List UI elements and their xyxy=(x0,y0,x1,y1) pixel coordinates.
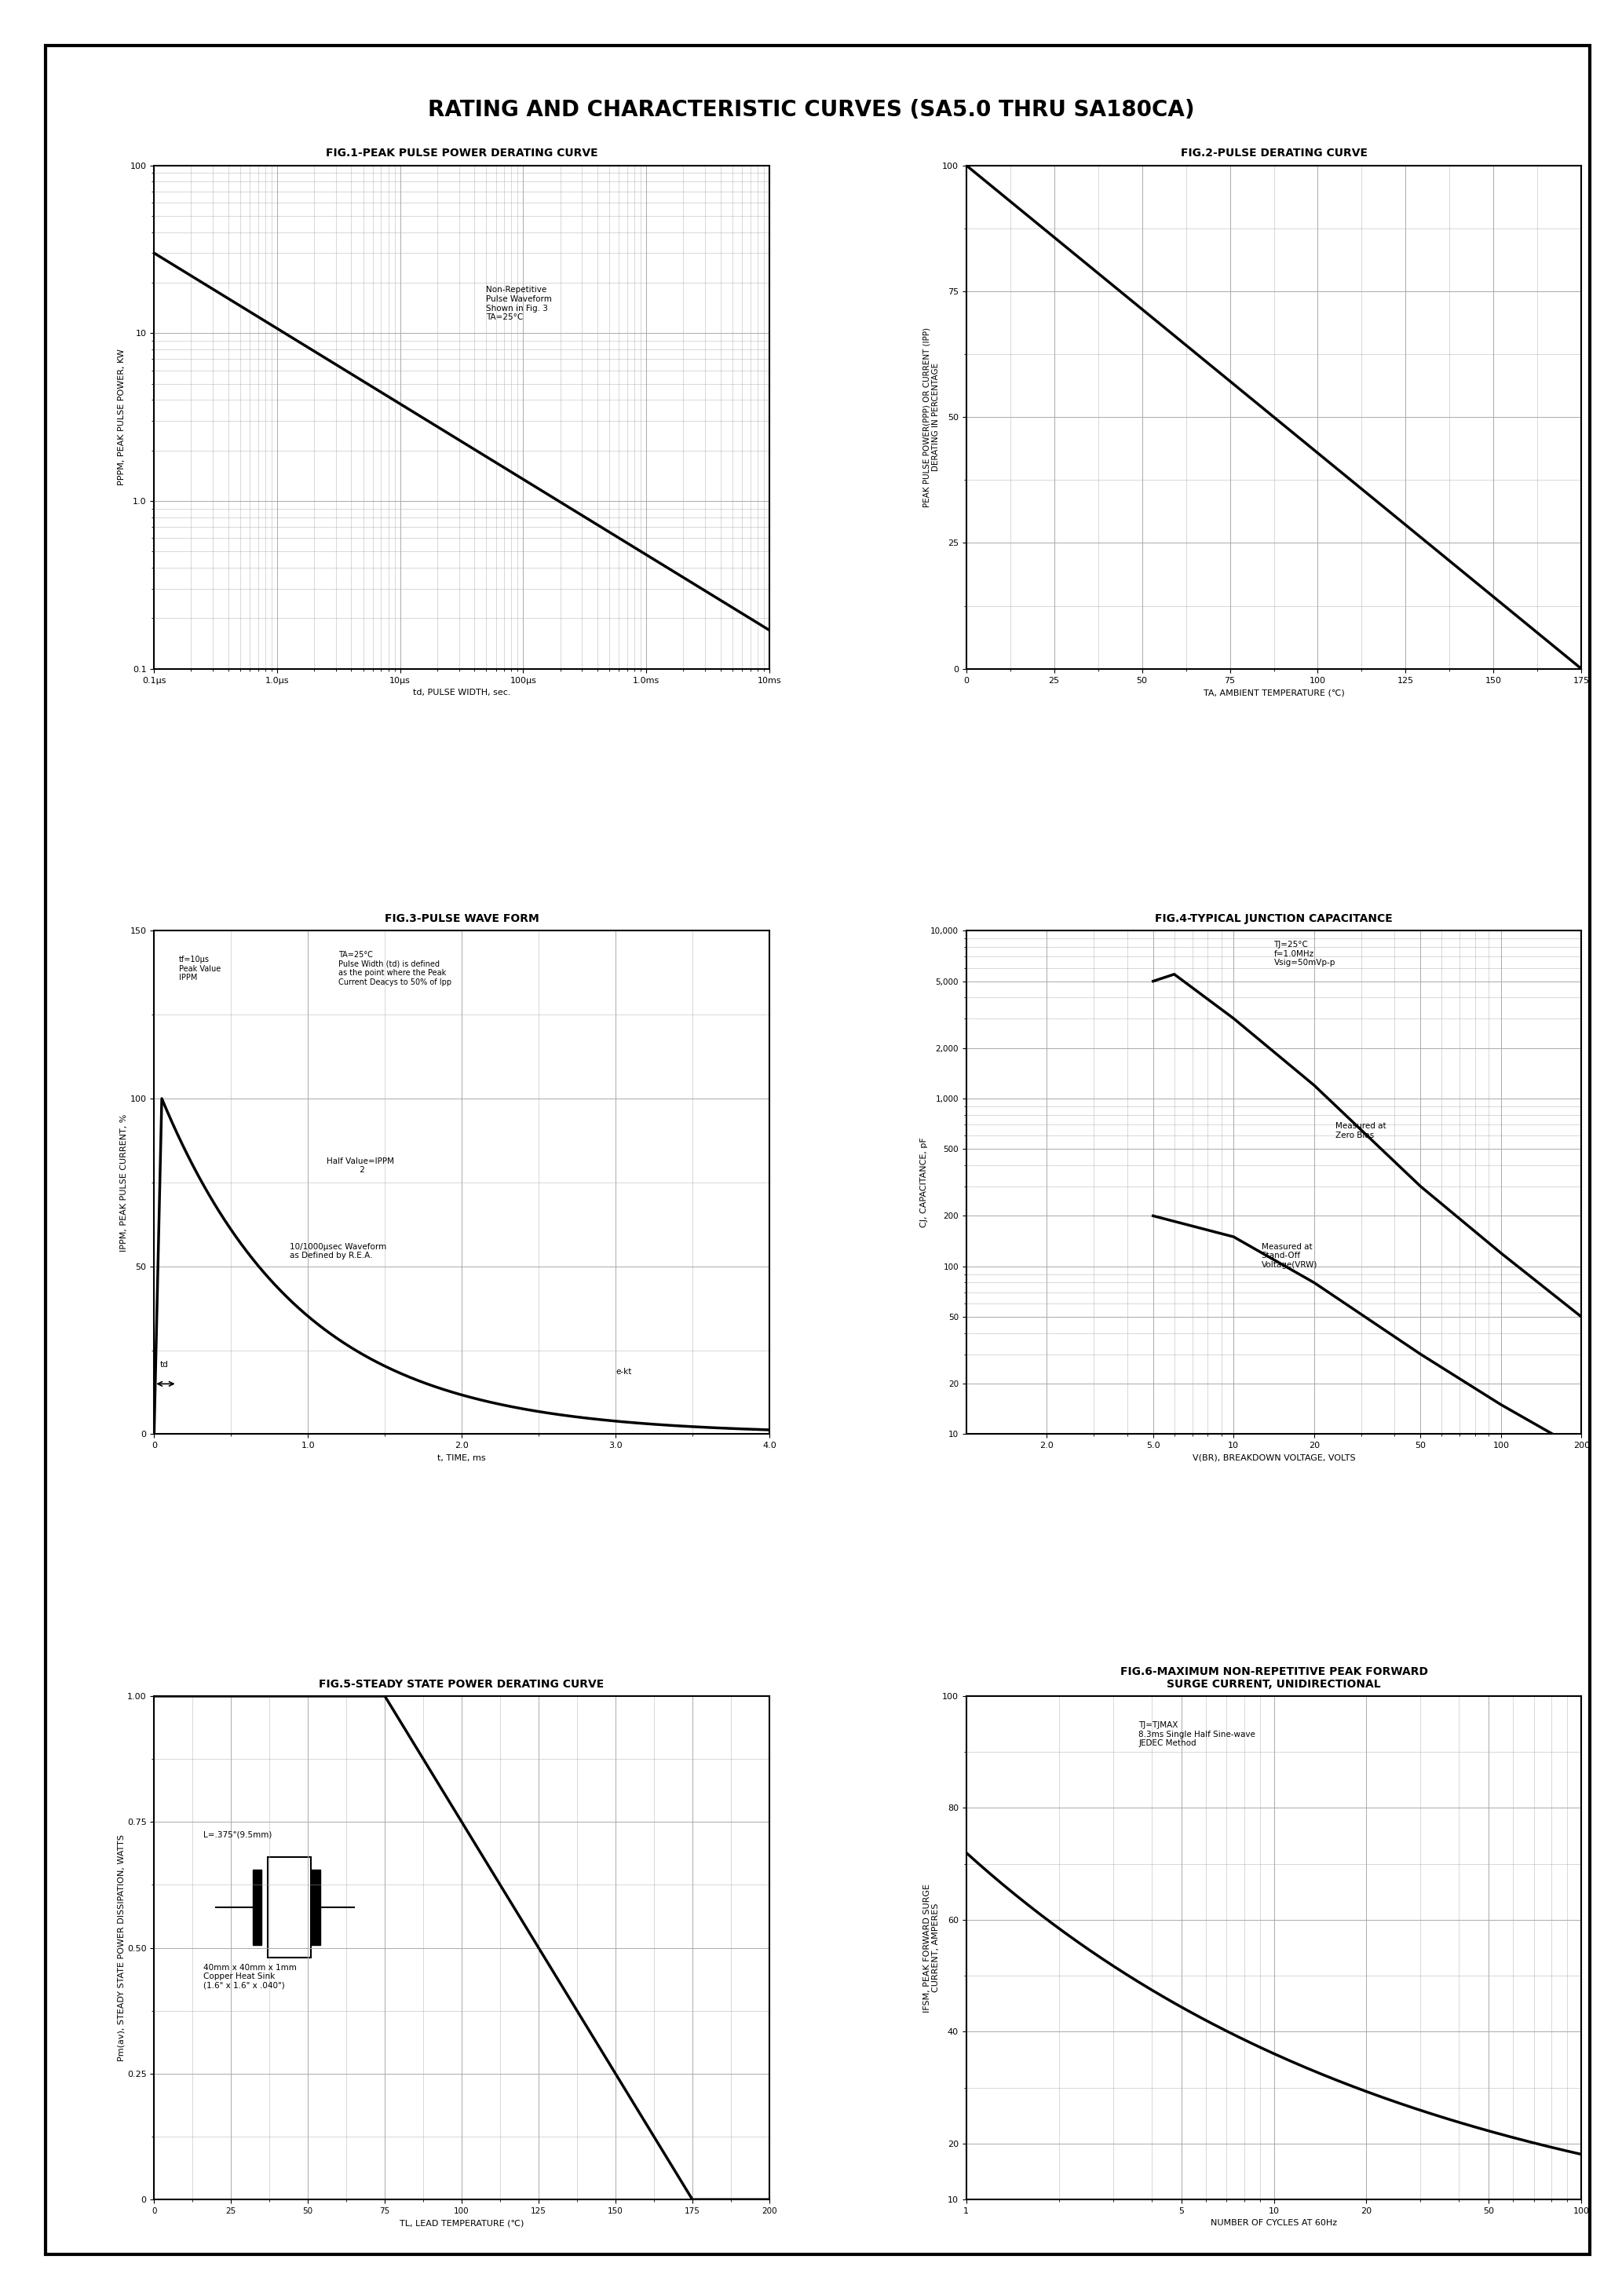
Bar xyxy=(311,1869,320,1945)
Bar xyxy=(268,1857,311,1958)
Y-axis label: IFSM, PEAK FORWARD SURGE
CURRENT, AMPERES: IFSM, PEAK FORWARD SURGE CURRENT, AMPERE… xyxy=(923,1883,939,2011)
X-axis label: TL, LEAD TEMPERATURE (℃): TL, LEAD TEMPERATURE (℃) xyxy=(399,2220,524,2227)
Y-axis label: PPPM, PEAK PULSE POWER, KW: PPPM, PEAK PULSE POWER, KW xyxy=(118,349,125,484)
Text: L=.375"(9.5mm): L=.375"(9.5mm) xyxy=(203,1830,272,1839)
X-axis label: TA, AMBIENT TEMPERATURE (℃): TA, AMBIENT TEMPERATURE (℃) xyxy=(1204,689,1345,696)
Y-axis label: IPPM, PEAK PULSE CURRENT, %: IPPM, PEAK PULSE CURRENT, % xyxy=(120,1114,128,1251)
Title: FIG.1-PEAK PULSE POWER DERATING CURVE: FIG.1-PEAK PULSE POWER DERATING CURVE xyxy=(326,147,599,158)
Title: FIG.3-PULSE WAVE FORM: FIG.3-PULSE WAVE FORM xyxy=(384,914,539,925)
Text: TJ=25°C
f=1.0MHz
Vsig=50mVp-p: TJ=25°C f=1.0MHz Vsig=50mVp-p xyxy=(1273,941,1335,967)
Title: FIG.5-STEADY STATE POWER DERATING CURVE: FIG.5-STEADY STATE POWER DERATING CURVE xyxy=(320,1678,605,1690)
X-axis label: t, TIME, ms: t, TIME, ms xyxy=(438,1453,487,1463)
Text: Measured at
Stand-Off
Voltage(VRW): Measured at Stand-Off Voltage(VRW) xyxy=(1262,1242,1317,1270)
Text: e-kt: e-kt xyxy=(615,1368,631,1375)
Y-axis label: CJ, CAPACITANCE, pF: CJ, CAPACITANCE, pF xyxy=(920,1137,928,1228)
Text: 10/1000μsec Waveform
as Defined by R.E.A.: 10/1000μsec Waveform as Defined by R.E.A… xyxy=(289,1242,386,1261)
Title: FIG.2-PULSE DERATING CURVE: FIG.2-PULSE DERATING CURVE xyxy=(1181,147,1367,158)
Y-axis label: PEAK PULSE POWER(PPP) OR CURRENT (IPP)
DERATING IN PERCENTAGE: PEAK PULSE POWER(PPP) OR CURRENT (IPP) D… xyxy=(923,326,939,507)
Y-axis label: Pm(av), STEADY STATE POWER DISSIPATION, WATTS: Pm(av), STEADY STATE POWER DISSIPATION, … xyxy=(117,1835,125,2062)
Text: tf=10μs
Peak Value
IPPM: tf=10μs Peak Value IPPM xyxy=(178,955,221,983)
Bar xyxy=(253,1869,261,1945)
Title: FIG.4-TYPICAL JUNCTION CAPACITANCE: FIG.4-TYPICAL JUNCTION CAPACITANCE xyxy=(1155,914,1393,925)
Text: Half Value=IPPM
             2: Half Value=IPPM 2 xyxy=(326,1157,394,1173)
X-axis label: td, PULSE WIDTH, sec.: td, PULSE WIDTH, sec. xyxy=(414,689,511,696)
Text: 40mm x 40mm x 1mm
Copper Heat Sink
(1.6" x 1.6" x .040"): 40mm x 40mm x 1mm Copper Heat Sink (1.6"… xyxy=(203,1963,297,1991)
Text: TA=25°C
Pulse Width (td) is defined
as the point where the Peak
Current Deacys t: TA=25°C Pulse Width (td) is defined as t… xyxy=(339,951,453,985)
X-axis label: V(BR), BREAKDOWN VOLTAGE, VOLTS: V(BR), BREAKDOWN VOLTAGE, VOLTS xyxy=(1192,1453,1356,1463)
X-axis label: NUMBER OF CYCLES AT 60Hz: NUMBER OF CYCLES AT 60Hz xyxy=(1210,2220,1337,2227)
Text: Non-Repetitive
Pulse Waveform
Shown in Fig. 3
TA=25°C: Non-Repetitive Pulse Waveform Shown in F… xyxy=(487,287,551,321)
Title: FIG.6-MAXIMUM NON-REPETITIVE PEAK FORWARD
SURGE CURRENT, UNIDIRECTIONAL: FIG.6-MAXIMUM NON-REPETITIVE PEAK FORWAR… xyxy=(1119,1667,1427,1690)
Text: td: td xyxy=(161,1362,169,1368)
Text: Measured at
Zero Bias: Measured at Zero Bias xyxy=(1335,1123,1387,1139)
Text: TJ=TJMAX
8.3ms Single Half Sine-wave
JEDEC Method: TJ=TJMAX 8.3ms Single Half Sine-wave JED… xyxy=(1139,1722,1255,1747)
Text: RATING AND CHARACTERISTIC CURVES (SA5.0 THRU SA180CA): RATING AND CHARACTERISTIC CURVES (SA5.0 … xyxy=(428,99,1194,122)
